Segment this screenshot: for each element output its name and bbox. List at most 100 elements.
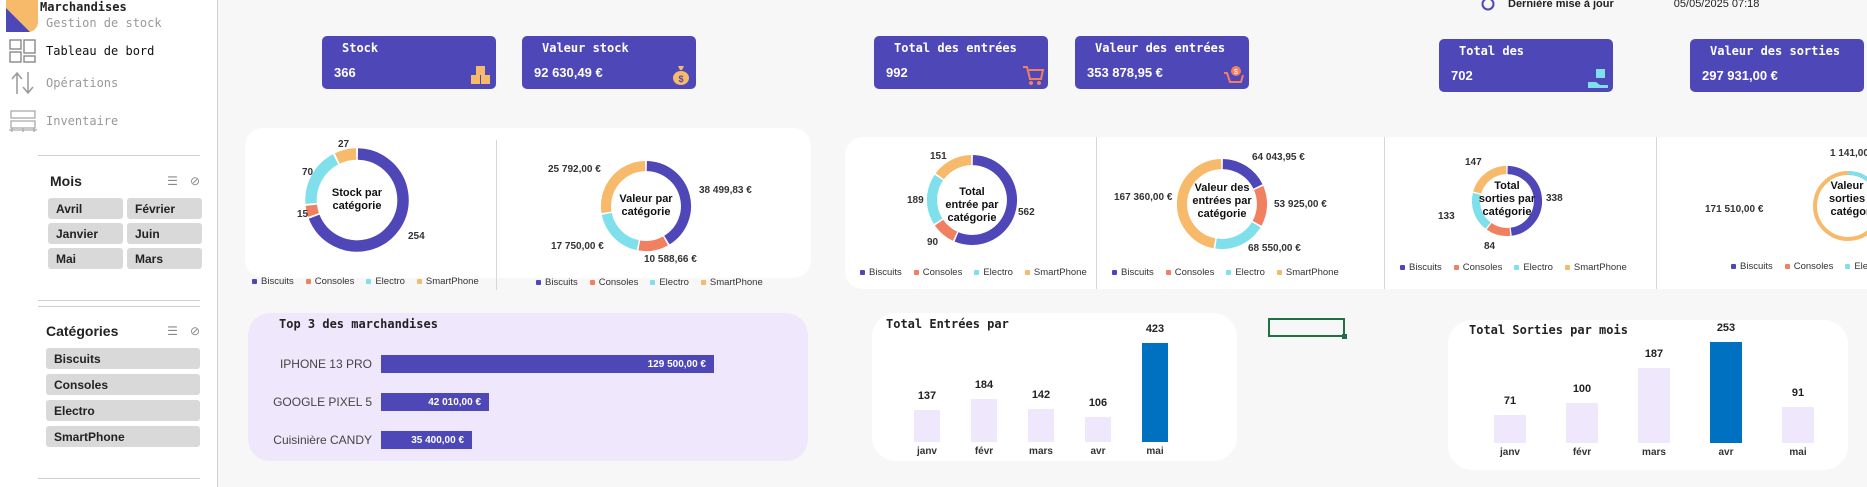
donut-slice-consoles[interactable] <box>1252 185 1268 226</box>
vbar-bar[interactable] <box>1028 408 1054 442</box>
kpi-valeur-entrees[interactable]: Valeur des entrées 353 878,95 € $ <box>1075 36 1249 89</box>
slicer-mois-item[interactable]: Février <box>127 198 202 219</box>
legend-item: Electro <box>974 267 1013 278</box>
slicer-category-item[interactable]: Consoles <box>46 374 200 395</box>
legend-swatch <box>1165 270 1171 275</box>
vbar-bar[interactable] <box>1494 414 1526 443</box>
divider <box>38 300 200 301</box>
donut-total-entrees <box>926 154 1018 246</box>
legend-item: Consoles <box>913 267 962 278</box>
slicer-mois-item[interactable]: Avril <box>48 198 123 219</box>
donut-data-label: 90 <box>927 237 939 248</box>
vbar-bar[interactable] <box>971 398 997 442</box>
vbar-bar[interactable] <box>914 409 940 442</box>
selected-cell[interactable] <box>1268 318 1347 339</box>
donut-data-label: 171 510,00 € <box>1705 204 1764 215</box>
donut-slice-smartphone[interactable] <box>334 148 357 164</box>
clear-filter-icon[interactable]: ⊘ <box>189 324 200 338</box>
donut-slice-consoles[interactable] <box>638 236 669 251</box>
divider <box>1384 137 1385 289</box>
donut-slice-electro[interactable] <box>1471 192 1491 229</box>
kpi-total-sorties[interactable]: Total des 702 <box>1439 39 1613 92</box>
legend-label: Biscuits <box>869 267 902 278</box>
app-title: Marchandises <box>40 0 127 14</box>
donut-slice-electro[interactable] <box>1215 221 1261 250</box>
sidebar: Marchandises Gestion de stock Tableau de… <box>0 0 218 487</box>
legend-swatch <box>1453 265 1459 270</box>
donut-slice-electro[interactable] <box>305 154 339 204</box>
vbar-category-label: mars <box>1029 446 1053 457</box>
donut-center-label: Total sorties par catégorie <box>1468 180 1546 219</box>
kpi-valeur-sorties[interactable]: Valeur des sorties 297 931,00 € <box>1690 39 1864 92</box>
donut-center-line: catégorie <box>1830 206 1867 218</box>
kpi-stock[interactable]: Stock 366 <box>322 36 496 89</box>
slicer-mois-item[interactable]: Mars <box>127 248 202 269</box>
refresh-icon[interactable] <box>1480 0 1496 12</box>
vbar-bar[interactable] <box>1638 368 1670 443</box>
donut-slice-biscuits[interactable] <box>1507 165 1543 236</box>
vbar-bar[interactable] <box>1710 342 1742 443</box>
donut-data-label: 147 <box>1465 157 1482 168</box>
donut-data-label: 15 <box>297 209 309 220</box>
legend-item: Biscuits <box>536 277 578 288</box>
legend-label: SmartPhone <box>425 276 479 287</box>
donut-slice-biscuits[interactable] <box>1222 158 1263 189</box>
slicer-mois-title: Mois <box>50 173 82 189</box>
multi-select-icon[interactable]: ☰ <box>167 324 178 338</box>
nav-operations[interactable]: Opérations <box>8 68 118 98</box>
donut-slice-biscuits[interactable] <box>954 154 1018 246</box>
donut-center-line: catégorie <box>1482 206 1532 218</box>
legend-item: SmartPhone <box>1564 262 1627 273</box>
donut-slice-biscuits[interactable] <box>308 148 409 252</box>
kpi-total-entrees[interactable]: Total des entrées 992 <box>874 36 1048 89</box>
slicer-category-item[interactable]: SmartPhone <box>46 426 200 447</box>
hbar-bar[interactable]: 42 010,00 € <box>381 393 490 411</box>
slicer-mois-item[interactable]: Juin <box>127 223 202 244</box>
donut-center-label: Valeur desorties pacatégorie <box>1815 180 1867 219</box>
donut-data-label: 70 <box>302 167 314 178</box>
clear-filter-icon[interactable]: ⊘ <box>189 174 200 188</box>
nav-dashboard[interactable]: Tableau de bord <box>8 36 154 66</box>
donut-slice-smartphone[interactable] <box>1473 165 1507 194</box>
nav-inventory[interactable]: Inventaire <box>8 106 118 136</box>
hbar-value-label: 129 500,00 € <box>647 358 706 370</box>
slicer-mois-item[interactable]: Janvier <box>48 223 123 244</box>
donut-slice-smartphone[interactable] <box>600 160 646 214</box>
pallet-icon <box>9 110 37 132</box>
hand-box-icon <box>1588 69 1608 88</box>
slicer-category-item[interactable]: Biscuits <box>46 348 200 369</box>
donut-legend: Biscuits Consoles Electro SmartPhone <box>1112 267 1339 278</box>
legend-label: Biscuits <box>1121 267 1154 278</box>
legend-label: Consoles <box>1462 262 1503 273</box>
legend-item: SmartPhone <box>416 276 479 287</box>
donut-data-label: 10 588,66 € <box>644 254 697 265</box>
donut-center-line: Stock par <box>331 187 383 199</box>
hbar-bar[interactable]: 129 500,00 € <box>381 355 714 373</box>
kpi-stock-value[interactable]: Valeur stock 92 630,49 € $ <box>522 36 696 89</box>
kpi-value: 353 878,95 € <box>1087 65 1163 80</box>
vbar-value-label: 187 <box>1644 348 1664 361</box>
hbar-value-label: 35 400,00 € <box>411 434 465 446</box>
slicer-category-item[interactable]: Electro <box>46 400 200 421</box>
slicer-mois-item[interactable]: Mai <box>48 248 123 269</box>
donut-slice-electro[interactable] <box>926 174 944 225</box>
vbar-bar[interactable] <box>1085 417 1111 442</box>
legend-item: Consoles <box>589 277 638 288</box>
donut-slice-consoles[interactable] <box>1486 222 1511 237</box>
vbar-bar[interactable] <box>1142 343 1168 442</box>
donut-data-label: 84 <box>1484 241 1496 252</box>
vbar-bar[interactable] <box>1782 406 1814 443</box>
donut-slice-smartphone[interactable] <box>1176 158 1222 249</box>
legend-swatch <box>700 280 706 285</box>
kpi-value: 702 <box>1451 68 1473 83</box>
vbar-bar[interactable] <box>1566 403 1598 443</box>
donut-slice-electro[interactable] <box>601 212 640 251</box>
donut-slice-consoles[interactable] <box>934 219 958 241</box>
hbar-bar[interactable]: 35 400,00 € <box>381 431 473 449</box>
donut-slice-smartphone[interactable] <box>935 154 972 180</box>
legend-item: SmartPhone <box>1276 267 1339 278</box>
multi-select-icon[interactable]: ☰ <box>167 174 178 188</box>
legend-swatch <box>1784 264 1790 269</box>
donut-slice-consoles[interactable] <box>305 204 319 217</box>
donut-slice-biscuits[interactable] <box>646 160 692 245</box>
